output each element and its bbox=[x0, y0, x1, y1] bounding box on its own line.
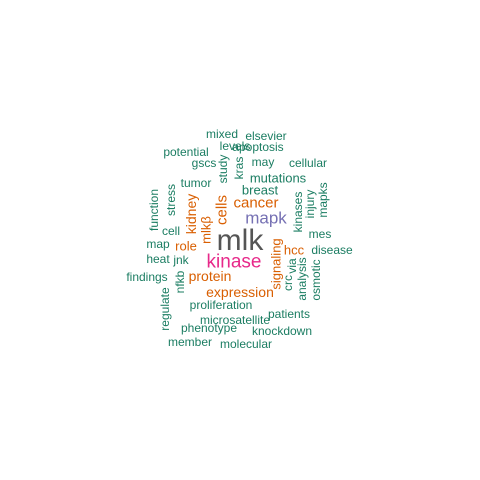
word-function: function bbox=[147, 188, 161, 232]
word-osmotic: osmotic bbox=[309, 259, 323, 301]
word-mixed: mixed bbox=[205, 127, 239, 141]
word-phenotype: phenotype bbox=[180, 321, 238, 335]
word-mapk: mapk bbox=[245, 208, 287, 228]
word-mlk: mlk bbox=[216, 224, 264, 257]
word-gscs: gscs bbox=[191, 156, 217, 170]
word-kidney: kidney bbox=[183, 193, 199, 235]
word-study: study bbox=[216, 154, 230, 184]
word-hcc: hcc bbox=[283, 242, 305, 258]
word-proliferation: proliferation bbox=[189, 298, 253, 312]
word-cells: cells bbox=[213, 194, 231, 226]
word-knockdown: knockdown bbox=[251, 324, 313, 338]
word-cell: cell bbox=[161, 224, 181, 238]
word-cellular: cellular bbox=[288, 156, 328, 170]
word-findings: findings bbox=[126, 270, 168, 284]
word-mlkbeta: mlkβ bbox=[198, 216, 214, 244]
word-mapks: mapks bbox=[316, 182, 330, 218]
word-mes: mes bbox=[308, 227, 332, 241]
word-expression: expression bbox=[206, 284, 274, 300]
word-map: map bbox=[146, 237, 170, 251]
word-elsevier: elsevier bbox=[245, 129, 287, 143]
word-regulate: regulate bbox=[158, 287, 172, 331]
word-apoptosis: apoptosis bbox=[232, 140, 284, 154]
word-breast: breast bbox=[241, 182, 279, 198]
word-nfkb: nfkb bbox=[173, 270, 187, 294]
word-potential: potential bbox=[163, 145, 209, 159]
word-analysis: analysis bbox=[295, 257, 309, 301]
word-kras: kras bbox=[232, 156, 246, 180]
word-mutations: mutations bbox=[249, 170, 307, 186]
word-disease: disease bbox=[311, 243, 353, 257]
word-heat: heat bbox=[146, 252, 170, 266]
word-protein: protein bbox=[188, 268, 232, 284]
word-cancer: cancer bbox=[233, 194, 279, 212]
word-levels: levels bbox=[219, 139, 251, 153]
word-member: member bbox=[167, 335, 213, 349]
word-kinase: kinase bbox=[206, 251, 262, 273]
word-molecular: molecular bbox=[219, 337, 273, 351]
word-microsatellite: microsatellite bbox=[199, 313, 271, 327]
word-may: may bbox=[251, 155, 275, 169]
word-role: role bbox=[175, 238, 197, 254]
word-tumor: tumor bbox=[180, 176, 212, 190]
word-stress: stress bbox=[164, 183, 178, 217]
word-jnk: jnk bbox=[173, 253, 189, 267]
word-crc: crc bbox=[281, 275, 295, 291]
word-injury: injury bbox=[303, 189, 317, 219]
word-patients: patients bbox=[267, 307, 311, 321]
